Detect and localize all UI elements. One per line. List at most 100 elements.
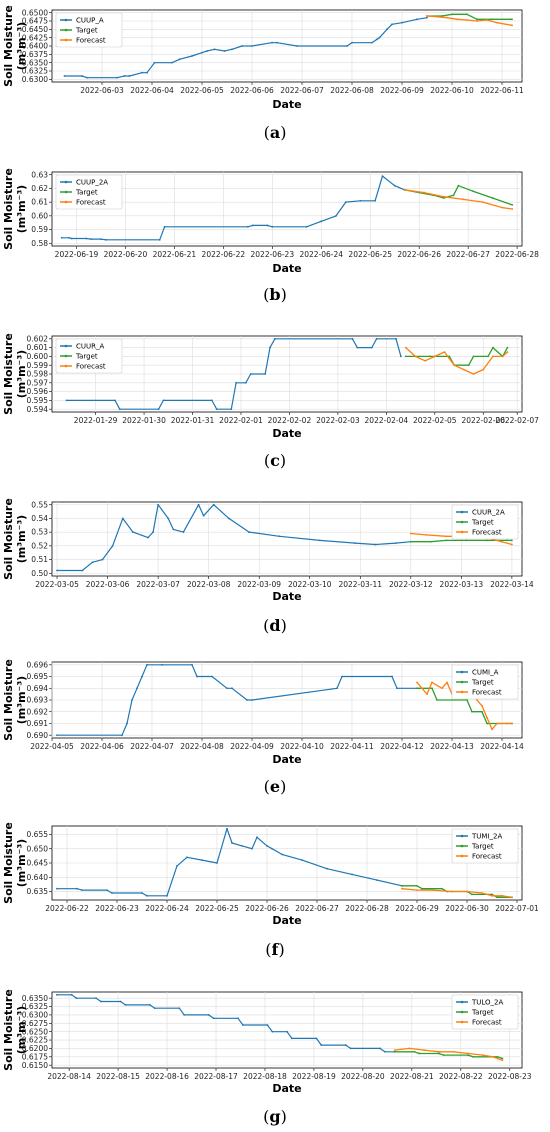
legend-box	[55, 12, 123, 48]
legend-marker	[460, 834, 464, 838]
x-tick-label: 2022-03-11	[338, 580, 382, 589]
data-point	[242, 1024, 244, 1026]
data-point	[354, 542, 357, 545]
data-point	[429, 355, 431, 358]
data-point	[451, 890, 453, 893]
x-tick-label: 2022-06-23	[251, 250, 295, 259]
y-tick-label: 0.63	[31, 170, 48, 179]
data-point	[466, 19, 468, 21]
y-tick-label: 0.59	[31, 225, 48, 234]
data-point	[269, 346, 271, 349]
y-tick-label: 0.50	[31, 569, 48, 578]
data-point	[356, 346, 359, 349]
legend-entry: Forecast	[472, 689, 502, 697]
data-point	[318, 539, 321, 542]
panel-label: (b)	[263, 285, 287, 304]
data-point	[395, 337, 397, 340]
data-point	[472, 355, 475, 358]
data-point	[336, 687, 338, 690]
legend-marker	[64, 38, 68, 42]
x-tick-label: 2022-08-20	[341, 1072, 385, 1081]
series-line-cuur-a	[66, 338, 402, 410]
data-point	[149, 1003, 151, 1006]
data-point	[472, 190, 474, 193]
data-point	[510, 539, 513, 542]
data-point	[95, 997, 97, 1000]
data-point	[437, 1050, 440, 1053]
data-point	[491, 893, 493, 896]
data-point	[351, 873, 353, 876]
y-tick-label: 0.596	[27, 387, 49, 396]
data-point	[230, 408, 233, 411]
data-point	[76, 887, 78, 890]
data-point	[111, 892, 113, 894]
data-point	[81, 75, 83, 77]
y-axis-label: Soil Moisture	[2, 989, 15, 1071]
data-point	[436, 15, 438, 18]
x-tick-label: 2022-06-23	[95, 904, 139, 913]
y-tick-label: 0.54	[31, 514, 48, 523]
data-point	[344, 1044, 347, 1046]
chart-panel-f: 0.655 0.650 0.645 0.640 0.635 2022-06-22 2022-…	[2, 822, 539, 959]
data-point	[227, 517, 230, 520]
data-point	[491, 197, 494, 199]
y-tick-label: 0.692	[27, 707, 49, 716]
y-tick-label: 0.598	[27, 370, 49, 379]
x-tick-label: 2022-06-09	[380, 86, 424, 95]
x-tick-label: 2022-04-08	[180, 742, 224, 751]
data-point	[118, 408, 121, 411]
data-point	[182, 531, 185, 534]
y-tick-label: 0.640	[27, 873, 49, 882]
y-axis-label: Soil Moisture	[2, 168, 15, 250]
x-tick-label: 2022-06-28	[345, 904, 389, 913]
data-point	[393, 1049, 396, 1052]
data-point	[472, 373, 475, 375]
data-point	[481, 1054, 484, 1057]
legend-box	[451, 828, 519, 864]
data-point	[241, 45, 243, 47]
x-tick-label: 2022-06-10	[430, 86, 474, 95]
data-point	[401, 887, 403, 890]
data-point	[442, 1054, 445, 1057]
data-point	[506, 346, 509, 349]
data-point	[511, 203, 514, 206]
legend-box	[451, 504, 519, 540]
x-tick-label: 2022-06-27	[446, 250, 490, 259]
data-point	[496, 896, 498, 899]
series-line-cumi-a	[57, 664, 417, 736]
data-point	[467, 1054, 470, 1057]
x-tick-label: 2022-06-19	[55, 250, 99, 259]
x-axis-label: Date	[272, 427, 301, 440]
data-point	[442, 197, 445, 199]
data-point	[86, 76, 88, 79]
data-point	[404, 355, 407, 358]
data-point	[393, 184, 396, 187]
data-point	[451, 13, 453, 16]
data-point	[351, 41, 353, 44]
data-point	[226, 687, 228, 690]
data-point	[146, 71, 148, 74]
data-point	[157, 408, 160, 411]
x-tick-label: 2022-06-11	[480, 86, 524, 95]
data-point	[457, 184, 460, 187]
data-point	[378, 36, 381, 39]
data-point	[485, 539, 488, 542]
x-tick-label: 2022-03-07	[136, 580, 180, 589]
data-point	[443, 351, 446, 353]
data-point	[241, 844, 243, 847]
chart-panel-b: 0.63 0.62 0.61 0.60 0.59 0.58 2022-06-19 2022-0…	[2, 168, 539, 304]
y-tick-label: 0.695	[27, 672, 49, 681]
data-point	[146, 663, 148, 666]
x-tick-label: 2022-08-16	[145, 1072, 189, 1081]
data-point	[501, 894, 503, 897]
y-tick-label: 0.52	[31, 541, 48, 550]
data-point	[505, 539, 508, 542]
data-point	[158, 238, 161, 241]
data-point	[416, 18, 418, 21]
data-point	[163, 225, 166, 228]
y-tick-label: 0.597	[27, 378, 49, 387]
data-point	[500, 540, 503, 543]
y-axis-units: (m³m⁻³)	[15, 22, 28, 70]
data-point	[146, 894, 148, 897]
data-point	[375, 337, 378, 340]
